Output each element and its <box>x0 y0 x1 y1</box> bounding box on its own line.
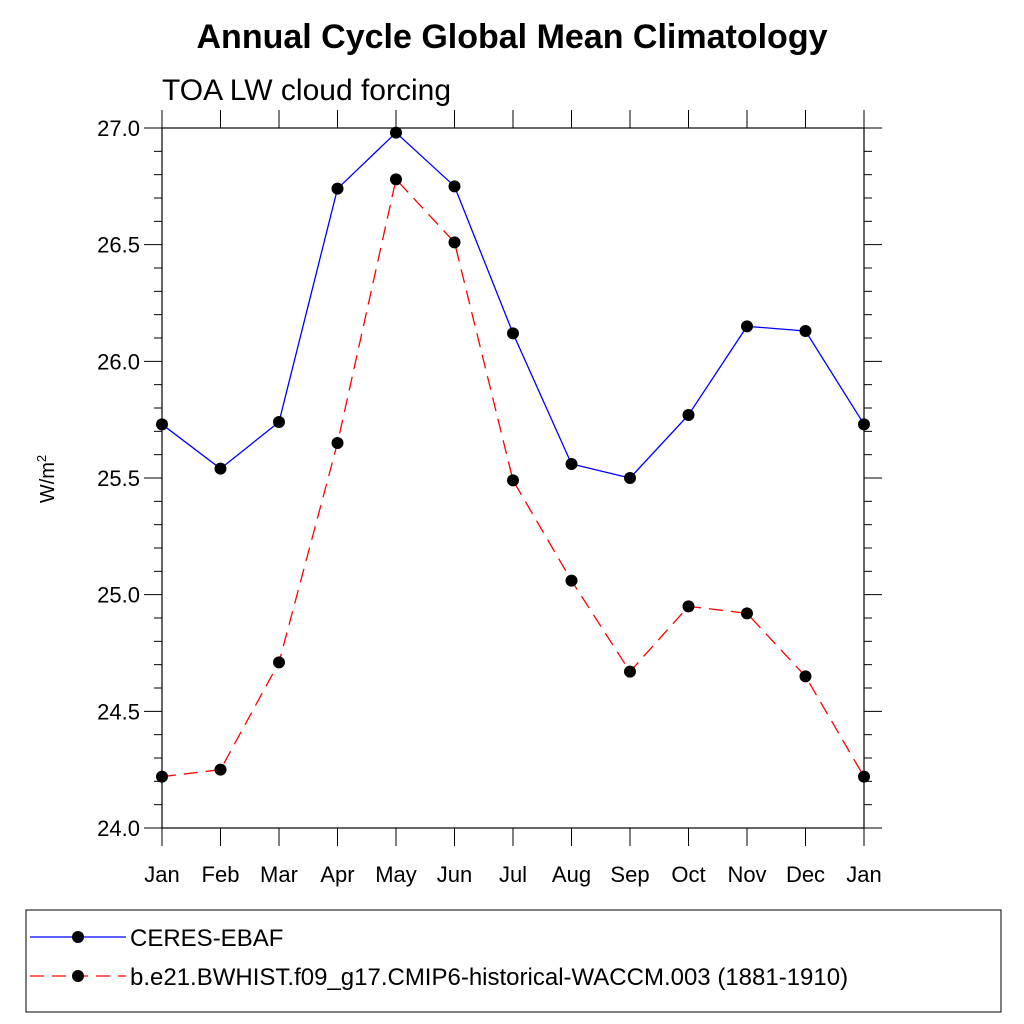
y-tick-label: 25.5 <box>97 466 140 491</box>
series-1-point <box>565 458 578 470</box>
series-2-point <box>331 437 344 449</box>
y-axis-label: W/m2 <box>34 455 59 503</box>
series-2-point <box>682 600 695 613</box>
series-2-point <box>799 670 812 683</box>
axis-ticks <box>144 110 882 846</box>
series-1-point <box>390 126 402 139</box>
series-1-point <box>682 409 695 421</box>
chart-subtitle: TOA LW cloud forcing <box>162 74 451 107</box>
x-tick-label: Dec <box>786 862 825 887</box>
series-2-point <box>507 474 519 487</box>
legend-box <box>25 909 1002 1013</box>
y-tick-label: 26.5 <box>97 233 140 258</box>
y-tick-label: 26.0 <box>97 349 140 374</box>
x-tick-label: Jul <box>499 862 527 887</box>
chart-title: Annual Cycle Global Mean Climatology <box>197 18 828 56</box>
series-2-point <box>741 607 753 620</box>
x-tick-label: Jan <box>846 862 881 887</box>
y-tick-label: 24.0 <box>97 816 140 841</box>
y-tick-label: 27.0 <box>97 116 140 141</box>
x-tick-label: Nov <box>727 862 766 887</box>
y-tick-label: 25.0 <box>97 583 140 608</box>
series-1-point <box>214 462 227 475</box>
legend-label-1: CERES-EBAF <box>130 925 283 952</box>
x-tick-label: Mar <box>260 862 298 887</box>
svg-text:W/m2: W/m2 <box>34 455 59 503</box>
series-2-point <box>565 574 578 587</box>
series-1-point <box>858 418 870 431</box>
x-tick-label: Sep <box>610 862 649 887</box>
legend-marker-2 <box>72 970 84 982</box>
series-2-point <box>390 173 402 186</box>
series-2-point <box>273 656 285 669</box>
series-1-point <box>741 320 753 333</box>
series-2-point <box>156 770 168 783</box>
x-tick-label: May <box>375 862 417 887</box>
x-tick-label: Oct <box>671 862 705 887</box>
series-group <box>156 126 870 783</box>
series-1-point <box>799 325 812 337</box>
x-tick-label: Jun <box>437 862 472 887</box>
series-2-point <box>448 236 461 249</box>
series-1-point <box>448 180 461 193</box>
series-2-point <box>214 763 227 776</box>
series-1-point <box>507 327 519 340</box>
x-tick-label: Jan <box>144 862 179 887</box>
y-tick-labels: 24.0 24.5 25.0 25.5 26.0 26.5 27.0 <box>97 116 140 841</box>
y-axis-label-sup: 2 <box>34 455 49 462</box>
series-1-point <box>624 472 636 484</box>
series-2-point <box>624 665 636 678</box>
legend-marker-1 <box>72 931 84 943</box>
x-tick-label: Aug <box>552 862 591 887</box>
y-tick-label: 24.5 <box>97 699 140 724</box>
series-2-point <box>858 770 870 783</box>
series-1-point <box>273 416 285 428</box>
series-line-1 <box>161 131 865 479</box>
x-tick-label: Feb <box>202 862 240 887</box>
x-tick-labels: Jan Feb Mar Apr May Jun Jul Aug Sep Oct Nov Dec Jan <box>144 862 881 887</box>
legend-label-2: b.e21.BWHIST.f09_g17.CMIP6-historical-WA… <box>130 964 848 991</box>
series-1-point <box>156 418 168 431</box>
series-1-point <box>331 182 344 195</box>
legend: CERES-EBAF b.e21.BWHIST.f09_g17.CMIP6-his… <box>30 925 848 991</box>
x-tick-label: Apr <box>320 862 354 887</box>
y-axis-label-main: W/m <box>37 462 59 503</box>
